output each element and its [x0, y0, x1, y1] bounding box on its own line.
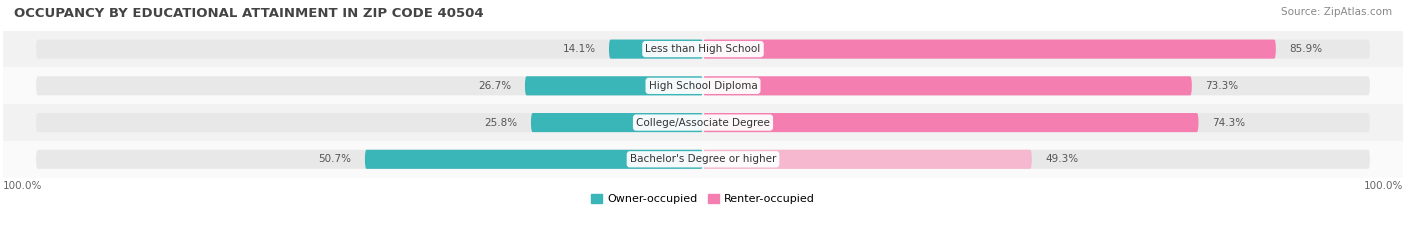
- Text: 74.3%: 74.3%: [1212, 118, 1244, 128]
- Text: 100.0%: 100.0%: [3, 181, 42, 191]
- FancyBboxPatch shape: [703, 40, 1369, 59]
- Text: 100.0%: 100.0%: [1364, 181, 1403, 191]
- FancyBboxPatch shape: [703, 76, 1192, 95]
- FancyBboxPatch shape: [37, 76, 703, 95]
- Text: Bachelor's Degree or higher: Bachelor's Degree or higher: [630, 154, 776, 164]
- Text: OCCUPANCY BY EDUCATIONAL ATTAINMENT IN ZIP CODE 40504: OCCUPANCY BY EDUCATIONAL ATTAINMENT IN Z…: [14, 7, 484, 20]
- Text: 85.9%: 85.9%: [1289, 44, 1322, 54]
- FancyBboxPatch shape: [366, 150, 703, 169]
- Text: 14.1%: 14.1%: [562, 44, 596, 54]
- FancyBboxPatch shape: [703, 113, 1198, 132]
- FancyBboxPatch shape: [703, 113, 1369, 132]
- Text: 50.7%: 50.7%: [319, 154, 352, 164]
- Text: 25.8%: 25.8%: [485, 118, 517, 128]
- FancyBboxPatch shape: [609, 40, 703, 59]
- Text: College/Associate Degree: College/Associate Degree: [636, 118, 770, 128]
- Text: High School Diploma: High School Diploma: [648, 81, 758, 91]
- FancyBboxPatch shape: [531, 113, 703, 132]
- FancyBboxPatch shape: [37, 150, 703, 169]
- FancyBboxPatch shape: [524, 76, 703, 95]
- FancyBboxPatch shape: [3, 68, 1403, 104]
- FancyBboxPatch shape: [3, 141, 1403, 178]
- Text: Less than High School: Less than High School: [645, 44, 761, 54]
- Legend: Owner-occupied, Renter-occupied: Owner-occupied, Renter-occupied: [592, 194, 814, 204]
- FancyBboxPatch shape: [703, 150, 1032, 169]
- FancyBboxPatch shape: [3, 104, 1403, 141]
- Text: 49.3%: 49.3%: [1045, 154, 1078, 164]
- FancyBboxPatch shape: [37, 40, 703, 59]
- Text: 26.7%: 26.7%: [478, 81, 512, 91]
- FancyBboxPatch shape: [703, 76, 1369, 95]
- Text: Source: ZipAtlas.com: Source: ZipAtlas.com: [1281, 7, 1392, 17]
- FancyBboxPatch shape: [703, 40, 1275, 59]
- Text: 73.3%: 73.3%: [1205, 81, 1239, 91]
- FancyBboxPatch shape: [37, 113, 703, 132]
- FancyBboxPatch shape: [703, 150, 1369, 169]
- FancyBboxPatch shape: [3, 31, 1403, 68]
